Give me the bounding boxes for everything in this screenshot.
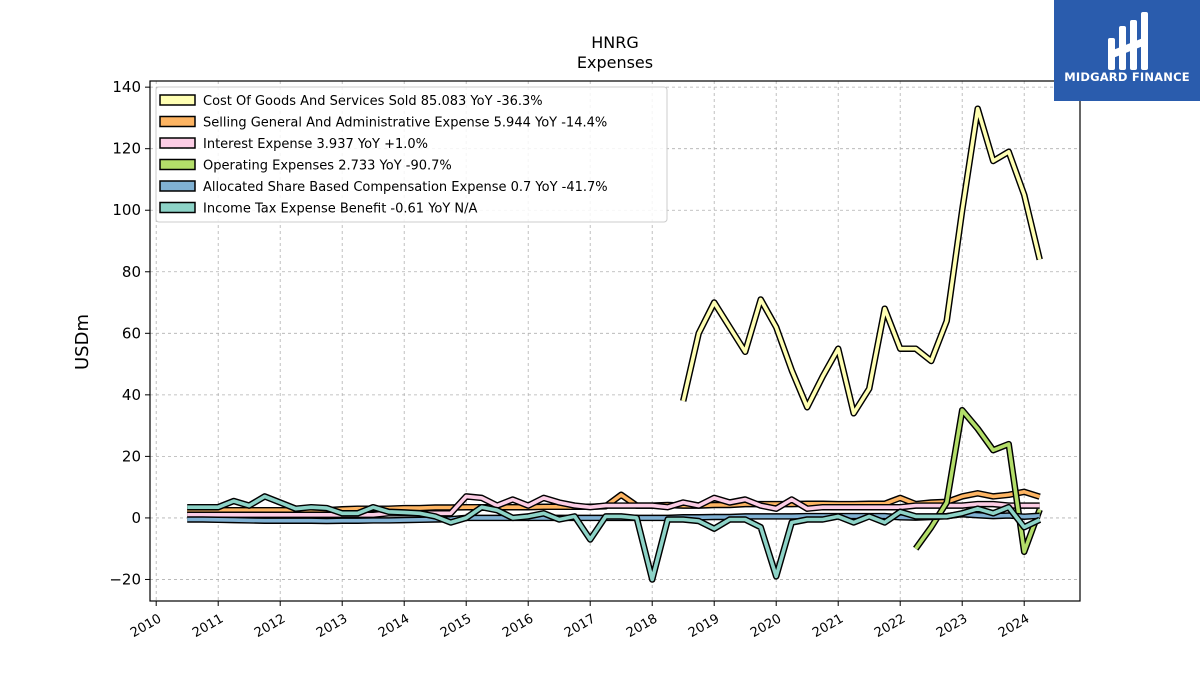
- series-3: [187, 493, 1040, 519]
- chart-title: HNRG: [591, 33, 639, 52]
- midgard-logo-icon: [1108, 12, 1148, 70]
- series-1: [680, 105, 1043, 417]
- legend-swatch: [159, 158, 196, 171]
- y-tick-label: 60: [122, 324, 141, 342]
- x-tick-label: 2023: [934, 611, 970, 641]
- x-tick-label: 2015: [438, 611, 474, 641]
- y-tick-label: 20: [122, 447, 141, 465]
- logo-text: MIDGARD FINANCE: [1064, 70, 1190, 84]
- y-axis-label: USDm: [72, 314, 93, 370]
- legend-label: Selling General And Administrative Expen…: [203, 116, 607, 131]
- y-tick-label: 40: [122, 386, 141, 404]
- series-6: [187, 493, 1042, 583]
- legend-label: Income Tax Expense Benefit -0.61 YoY N/A: [203, 202, 478, 217]
- y-tick-label: 0: [131, 509, 141, 527]
- chart-subtitle: Expenses: [577, 53, 653, 72]
- y-tick-label: 120: [112, 140, 141, 158]
- x-tick-label: 2020: [748, 611, 784, 641]
- series-line: [187, 494, 1041, 582]
- legend-swatch: [159, 201, 196, 214]
- x-tick-label: 2024: [996, 611, 1032, 641]
- legend-label: Allocated Share Based Compensation Expen…: [203, 180, 608, 195]
- legend-box: [155, 86, 668, 223]
- series-line: [187, 494, 1040, 517]
- y-tick-label: 140: [112, 78, 141, 96]
- x-tick-label: 2019: [686, 611, 722, 641]
- y-tick-label: 100: [112, 201, 141, 219]
- legend-label: Interest Expense 3.937 YoY +1.0%: [203, 137, 428, 152]
- legend-swatch: [159, 137, 196, 149]
- x-tick-label: 2016: [500, 611, 536, 641]
- series-line: [914, 408, 1042, 554]
- series-line: [681, 106, 1042, 416]
- x-tick-label: 2018: [624, 611, 660, 641]
- x-tick-label: 2010: [128, 611, 164, 641]
- y-tick-label: 80: [122, 263, 141, 281]
- x-tick-label: 2021: [810, 611, 846, 641]
- x-tick-label: 2014: [376, 611, 412, 641]
- legend-swatch: [159, 115, 196, 128]
- legend-label: Cost Of Goods And Services Sold 85.083 Y…: [203, 94, 543, 109]
- legend-label: Operating Expenses 2.733 YoY -90.7%: [203, 159, 452, 174]
- x-tick-label: 2017: [562, 611, 598, 641]
- x-tick-label: 2012: [252, 611, 288, 641]
- x-tick-label: 2022: [872, 611, 908, 641]
- plot-area: −20 0 20 40 60 80 100 120 140 2010 2011 2012 2013 201…: [109, 78, 1081, 641]
- plot-frame: [149, 80, 1081, 602]
- y-tick-label: −20: [109, 570, 141, 588]
- legend-swatch: [159, 180, 196, 192]
- series-outline: [680, 105, 1043, 417]
- legend: Cost Of Goods And Services Sold 85.083 Y…: [155, 86, 668, 223]
- series-4: [913, 406, 1043, 556]
- legend-swatch: [159, 94, 196, 106]
- x-tick-label: 2011: [190, 611, 226, 641]
- brand-logo: MIDGARD FINANCE: [1054, 0, 1200, 101]
- x-tick-label: 2013: [314, 611, 350, 641]
